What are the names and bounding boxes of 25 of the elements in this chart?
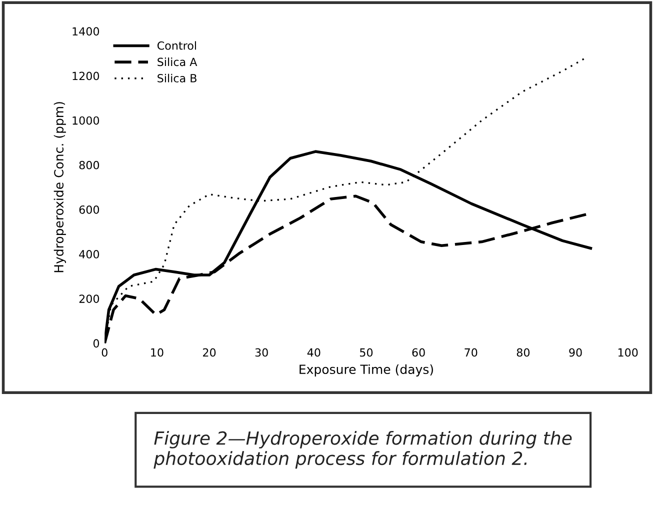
y-tick-label: 0: [93, 339, 100, 348]
legend-label: Silica B: [158, 74, 196, 82]
x-tick-label: 30: [255, 348, 268, 357]
x-tick-label: 100: [618, 348, 638, 357]
x-tick-label: 10: [151, 348, 164, 357]
x-tick-label: 0: [102, 348, 108, 357]
caption: Figure 2—Hydroperoxide formation during the photooxidation process for formulation 2.: [154, 430, 572, 469]
legend-label: Silica A: [158, 58, 198, 66]
y-tick-label: 1400: [72, 27, 100, 36]
y-tick-label: 1000: [72, 116, 100, 125]
x-axis-title: Exposure Time (days): [300, 364, 433, 376]
x-tick-label: 50: [360, 348, 373, 357]
x-tick-label: 60: [412, 348, 425, 357]
x-tick-label: 80: [516, 348, 530, 357]
x-tick-label: 90: [569, 348, 582, 357]
x-tick-label: 20: [203, 348, 216, 357]
y-tick-label: 400: [79, 250, 100, 258]
legend-label: Control: [157, 41, 196, 50]
y-axis-title: Hydroperoxide Conc. (ppm): [54, 102, 66, 272]
y-tick-label: 800: [79, 160, 100, 170]
y-tick-label: 200: [79, 294, 100, 304]
x-tick-label: 70: [464, 348, 478, 357]
y-tick-label: 1200: [72, 72, 100, 80]
y-tick-label: 600: [79, 205, 100, 214]
x-tick-label: 40: [307, 348, 320, 357]
